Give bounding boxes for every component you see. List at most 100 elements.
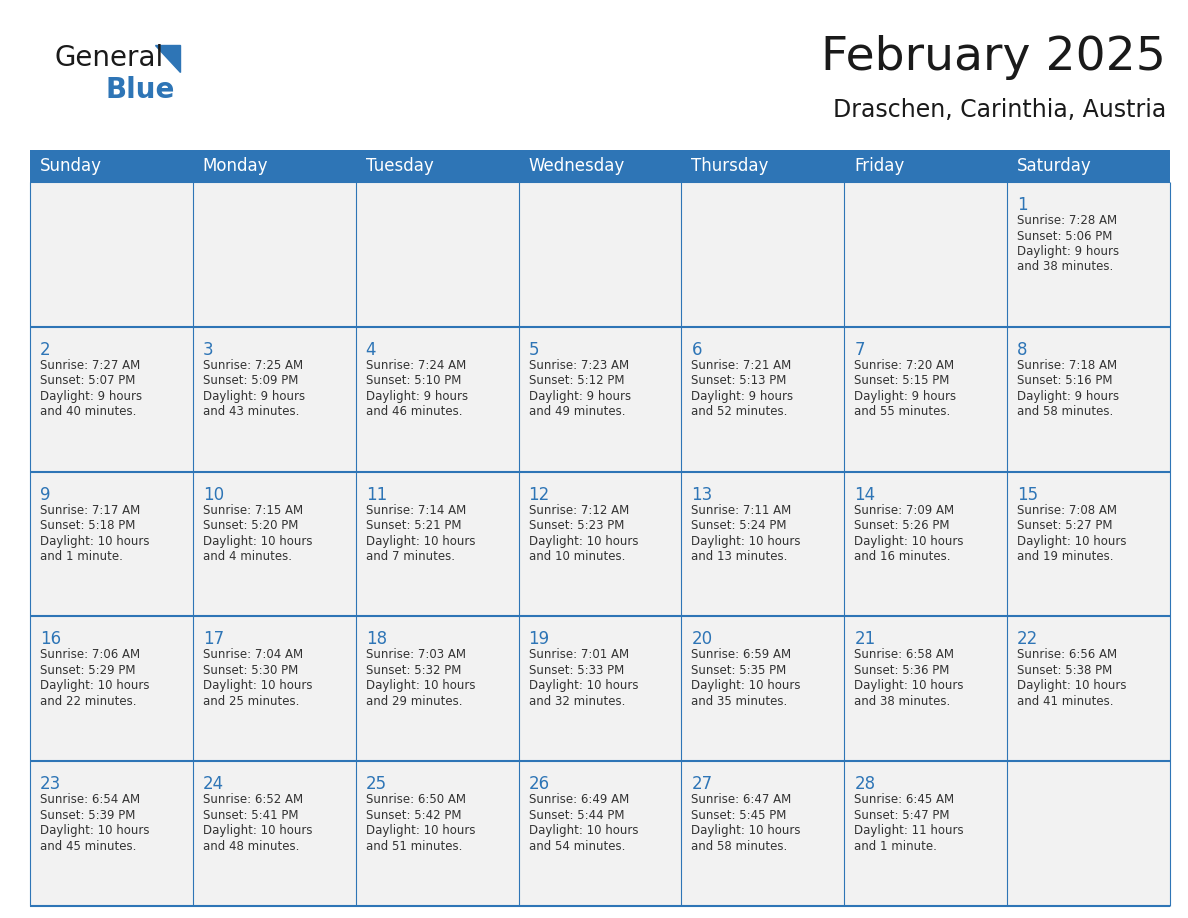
Text: 12: 12	[529, 486, 550, 504]
Text: and 52 minutes.: and 52 minutes.	[691, 406, 788, 419]
Text: and 16 minutes.: and 16 minutes.	[854, 550, 950, 563]
Text: and 46 minutes.: and 46 minutes.	[366, 406, 462, 419]
Text: Sunset: 5:29 PM: Sunset: 5:29 PM	[40, 664, 135, 677]
Text: Sunrise: 7:04 AM: Sunrise: 7:04 AM	[203, 648, 303, 661]
Text: 9: 9	[40, 486, 51, 504]
Text: 23: 23	[40, 775, 62, 793]
Text: Daylight: 10 hours: Daylight: 10 hours	[366, 824, 475, 837]
Text: 1: 1	[1017, 196, 1028, 214]
Text: February 2025: February 2025	[821, 36, 1165, 81]
Text: and 58 minutes.: and 58 minutes.	[691, 840, 788, 853]
Text: Sunrise: 6:56 AM: Sunrise: 6:56 AM	[1017, 648, 1117, 661]
Text: and 55 minutes.: and 55 minutes.	[854, 406, 950, 419]
Bar	[355, 761, 519, 906]
Text: Sunset: 5:44 PM: Sunset: 5:44 PM	[529, 809, 624, 822]
Text: Daylight: 10 hours: Daylight: 10 hours	[691, 534, 801, 548]
Bar	[192, 472, 355, 616]
Text: Sunrise: 6:49 AM: Sunrise: 6:49 AM	[529, 793, 628, 806]
Text: Daylight: 10 hours: Daylight: 10 hours	[1017, 679, 1126, 692]
Text: General: General	[55, 44, 164, 72]
Text: Sunset: 5:18 PM: Sunset: 5:18 PM	[40, 519, 135, 532]
Bar	[1007, 327, 1170, 472]
Text: Sunrise: 7:14 AM: Sunrise: 7:14 AM	[366, 504, 466, 517]
Bar	[30, 616, 192, 761]
Text: Daylight: 10 hours: Daylight: 10 hours	[691, 824, 801, 837]
Text: Sunset: 5:32 PM: Sunset: 5:32 PM	[366, 664, 461, 677]
Bar	[845, 182, 1007, 327]
Bar	[192, 182, 355, 327]
Text: 17: 17	[203, 631, 225, 648]
Text: Sunset: 5:41 PM: Sunset: 5:41 PM	[203, 809, 298, 822]
Text: and 7 minutes.: and 7 minutes.	[366, 550, 455, 563]
Text: Daylight: 10 hours: Daylight: 10 hours	[691, 679, 801, 692]
Text: 20: 20	[691, 631, 713, 648]
Bar	[682, 472, 845, 616]
Text: Sunday: Sunday	[40, 157, 102, 175]
Text: Sunrise: 7:20 AM: Sunrise: 7:20 AM	[854, 359, 954, 372]
Bar	[355, 182, 519, 327]
Text: 8: 8	[1017, 341, 1028, 359]
Text: Sunset: 5:23 PM: Sunset: 5:23 PM	[529, 519, 624, 532]
Text: Daylight: 9 hours: Daylight: 9 hours	[1017, 390, 1119, 403]
Text: 22: 22	[1017, 631, 1038, 648]
Text: Sunset: 5:39 PM: Sunset: 5:39 PM	[40, 809, 135, 822]
Text: 25: 25	[366, 775, 387, 793]
Text: Daylight: 9 hours: Daylight: 9 hours	[40, 390, 143, 403]
Text: Sunset: 5:35 PM: Sunset: 5:35 PM	[691, 664, 786, 677]
Text: Sunrise: 6:47 AM: Sunrise: 6:47 AM	[691, 793, 791, 806]
Text: and 32 minutes.: and 32 minutes.	[529, 695, 625, 708]
Text: Sunset: 5:09 PM: Sunset: 5:09 PM	[203, 375, 298, 387]
Text: and 22 minutes.: and 22 minutes.	[40, 695, 137, 708]
Bar	[355, 327, 519, 472]
Text: Daylight: 10 hours: Daylight: 10 hours	[366, 679, 475, 692]
Text: Daylight: 10 hours: Daylight: 10 hours	[529, 824, 638, 837]
Text: Daylight: 10 hours: Daylight: 10 hours	[366, 534, 475, 548]
Text: and 19 minutes.: and 19 minutes.	[1017, 550, 1113, 563]
Text: Daylight: 11 hours: Daylight: 11 hours	[854, 824, 963, 837]
Bar	[519, 761, 682, 906]
Text: Sunrise: 7:18 AM: Sunrise: 7:18 AM	[1017, 359, 1117, 372]
Text: 10: 10	[203, 486, 225, 504]
Text: Daylight: 9 hours: Daylight: 9 hours	[1017, 245, 1119, 258]
Text: Sunrise: 7:03 AM: Sunrise: 7:03 AM	[366, 648, 466, 661]
Text: Sunset: 5:38 PM: Sunset: 5:38 PM	[1017, 664, 1112, 677]
Bar	[30, 150, 1170, 182]
Text: and 13 minutes.: and 13 minutes.	[691, 550, 788, 563]
Bar	[845, 327, 1007, 472]
Bar	[845, 616, 1007, 761]
Text: Daylight: 10 hours: Daylight: 10 hours	[203, 679, 312, 692]
Bar	[192, 616, 355, 761]
Bar	[682, 327, 845, 472]
Text: Daylight: 10 hours: Daylight: 10 hours	[1017, 534, 1126, 548]
Text: 18: 18	[366, 631, 387, 648]
Text: 11: 11	[366, 486, 387, 504]
Text: Daylight: 9 hours: Daylight: 9 hours	[203, 390, 305, 403]
Text: Monday: Monday	[203, 157, 268, 175]
Text: Sunset: 5:24 PM: Sunset: 5:24 PM	[691, 519, 786, 532]
Text: 13: 13	[691, 486, 713, 504]
Text: Sunrise: 6:50 AM: Sunrise: 6:50 AM	[366, 793, 466, 806]
Text: and 1 minute.: and 1 minute.	[854, 840, 937, 853]
Text: Daylight: 10 hours: Daylight: 10 hours	[203, 534, 312, 548]
Text: and 48 minutes.: and 48 minutes.	[203, 840, 299, 853]
Text: Sunset: 5:07 PM: Sunset: 5:07 PM	[40, 375, 135, 387]
Text: Sunrise: 7:17 AM: Sunrise: 7:17 AM	[40, 504, 140, 517]
Text: Sunrise: 6:52 AM: Sunrise: 6:52 AM	[203, 793, 303, 806]
Text: 2: 2	[40, 341, 51, 359]
Text: Daylight: 10 hours: Daylight: 10 hours	[40, 679, 150, 692]
Bar	[682, 182, 845, 327]
Text: Sunset: 5:16 PM: Sunset: 5:16 PM	[1017, 375, 1113, 387]
Text: Sunrise: 7:11 AM: Sunrise: 7:11 AM	[691, 504, 791, 517]
Text: 16: 16	[40, 631, 61, 648]
Bar	[519, 472, 682, 616]
Bar	[1007, 616, 1170, 761]
Text: Sunset: 5:47 PM: Sunset: 5:47 PM	[854, 809, 949, 822]
Text: Sunset: 5:26 PM: Sunset: 5:26 PM	[854, 519, 949, 532]
Text: Daylight: 10 hours: Daylight: 10 hours	[529, 534, 638, 548]
Bar	[355, 472, 519, 616]
Bar	[30, 761, 192, 906]
Text: Daylight: 10 hours: Daylight: 10 hours	[203, 824, 312, 837]
Text: 7: 7	[854, 341, 865, 359]
Bar	[1007, 472, 1170, 616]
Bar	[355, 616, 519, 761]
